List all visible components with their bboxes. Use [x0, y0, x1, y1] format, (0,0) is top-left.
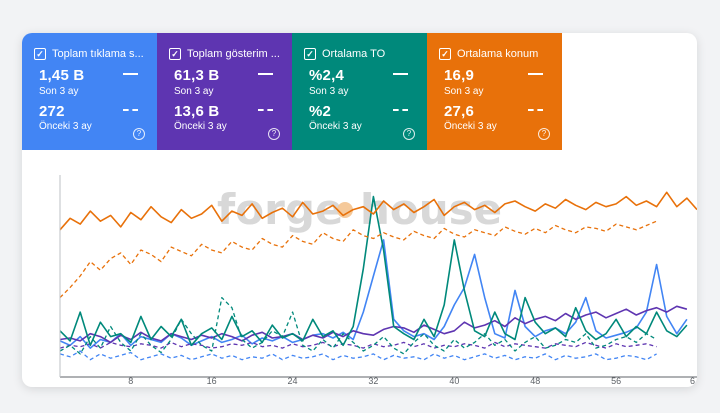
series-line-1-previous	[59, 350, 657, 361]
dashed-line-legend-icon	[393, 109, 408, 111]
metric-current-value: 61,3 B	[174, 67, 220, 84]
help-circle-icon[interactable]: ?	[133, 128, 145, 140]
metric-label: Ortalama konum	[457, 48, 539, 60]
x-tick-label: 32	[368, 376, 378, 386]
dashed-line-legend-icon	[528, 109, 543, 111]
performance-chart: forge house 8 16 24 32 40 48 56 6	[22, 150, 697, 387]
checkbox-icon[interactable]	[439, 48, 451, 60]
metric-header: Ortalama konum	[439, 48, 556, 60]
x-tick-label: 56	[611, 376, 621, 386]
metric-tile-impressions[interactable]: Toplam gösterim ... 61,3 B Son 3 ay 13,6…	[157, 33, 292, 150]
metric-current-period: Son 3 ay	[39, 86, 79, 97]
checkbox-icon[interactable]	[34, 48, 46, 60]
series-layer	[59, 191, 697, 361]
watermark: forge house	[217, 185, 502, 234]
metric-previous-value: 27,6	[444, 103, 474, 120]
solid-line-legend-icon	[528, 73, 543, 75]
metric-label: Toplam gösterim ...	[187, 48, 280, 60]
series-line-7-previous	[59, 220, 657, 299]
dashed-line-legend-icon	[258, 109, 273, 111]
metric-header: Ortalama TO	[304, 48, 421, 60]
solid-line-legend-icon	[258, 73, 273, 75]
metric-tile-ctr[interactable]: Ortalama TO %2,4 Son 3 ay %2 Önceki 3 ay…	[292, 33, 427, 150]
x-tick-label: 48	[530, 376, 540, 386]
metric-previous-period: Önceki 3 ay	[444, 121, 497, 132]
metric-current-period: Son 3 ay	[174, 86, 214, 97]
x-tick-label: 8	[128, 376, 133, 386]
performance-card: Toplam tıklama s... 1,45 B Son 3 ay 272 …	[22, 33, 697, 387]
metric-previous-value: 272	[39, 103, 65, 120]
line-chart: forge house 8 16 24 32 40 48 56 6	[59, 175, 697, 386]
solid-line-legend-icon	[393, 73, 408, 75]
metric-previous-period: Önceki 3 ay	[39, 121, 92, 132]
help-circle-icon[interactable]: ?	[268, 128, 280, 140]
metric-header: Toplam gösterim ...	[169, 48, 286, 60]
checkbox-icon[interactable]	[169, 48, 181, 60]
series-line-5-previous	[59, 296, 657, 355]
help-circle-icon[interactable]: ?	[538, 128, 550, 140]
metric-label: Ortalama TO	[322, 48, 386, 60]
dashed-line-legend-icon	[123, 109, 138, 111]
x-tick-label: 16	[207, 376, 217, 386]
metric-header: Toplam tıklama s...	[34, 48, 151, 60]
series-line-6-current	[59, 191, 697, 231]
metric-current-value: %2,4	[309, 67, 344, 84]
series-line-0-current	[59, 239, 688, 349]
metric-previous-value: %2	[309, 103, 332, 120]
metric-tile-position[interactable]: Ortalama konum 16,9 Son 3 ay 27,6 Önceki…	[427, 33, 562, 150]
series-line-4-current	[59, 195, 688, 347]
x-tick-label: 40	[449, 376, 459, 386]
metric-label: Toplam tıklama s...	[52, 48, 144, 60]
help-circle-icon[interactable]: ?	[403, 128, 415, 140]
checkbox-icon[interactable]	[304, 48, 316, 60]
metric-previous-period: Önceki 3 ay	[174, 121, 227, 132]
metric-current-value: 16,9	[444, 67, 474, 84]
x-tick-labels: 8 16 24 32 40 48 56 6	[128, 376, 695, 386]
solid-line-legend-icon	[123, 73, 138, 75]
metric-previous-value: 13,6 B	[174, 103, 220, 120]
watermark-text-right: house	[360, 185, 502, 234]
metric-tile-clicks[interactable]: Toplam tıklama s... 1,45 B Son 3 ay 272 …	[22, 33, 157, 150]
x-tick-label: 24	[288, 376, 298, 386]
series-line-2-current	[59, 305, 688, 344]
x-tick-label: 6	[690, 376, 695, 386]
metric-current-period: Son 3 ay	[444, 86, 484, 97]
watermark-dot-icon	[337, 202, 353, 218]
metric-current-period: Son 3 ay	[309, 86, 349, 97]
metric-previous-period: Önceki 3 ay	[309, 121, 362, 132]
metric-current-value: 1,45 B	[39, 67, 85, 84]
metric-tiles: Toplam tıklama s... 1,45 B Son 3 ay 272 …	[22, 33, 562, 150]
